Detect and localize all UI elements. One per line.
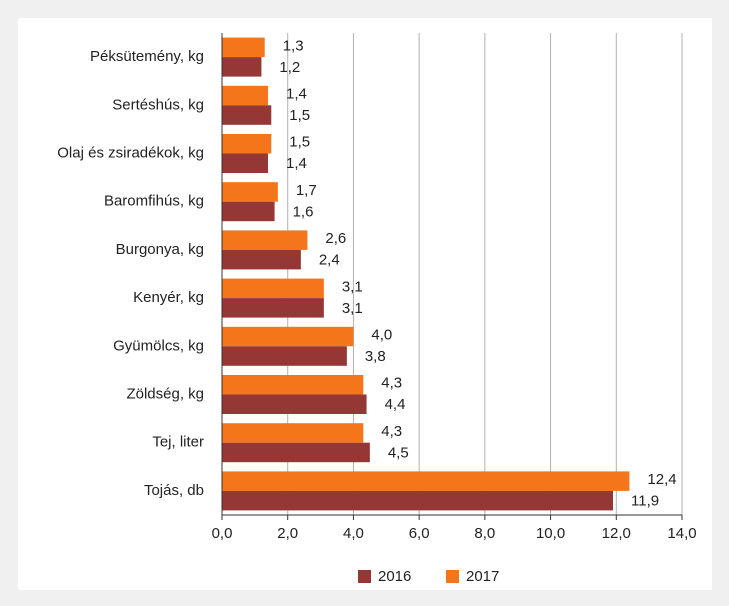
y-tick-label: Olaj és zsiradékok, kg [57,144,204,161]
x-tick-label: 12,0 [602,525,631,542]
bar [222,57,262,77]
y-tick-label: Tojás, db [144,482,204,499]
data-label: 12,4 [647,471,676,488]
bar [222,230,308,250]
y-tick-label: Péksütemény, kg [90,48,204,65]
data-label: 3,1 [342,300,363,317]
data-label: 1,6 [293,203,314,220]
data-label: 1,4 [286,155,307,172]
bar [222,105,272,125]
y-tick-label: Tej, liter [152,434,204,451]
x-tick-label: 14,0 [667,525,696,542]
y-tick-label: Kenyér, kg [133,289,204,306]
x-tick-label: 10,0 [536,525,565,542]
bar [222,375,364,395]
bar [222,37,265,58]
bar [222,85,268,106]
legend-swatch [358,570,371,583]
bar [222,346,347,366]
data-label: 4,4 [385,396,406,413]
y-tick-label: Sertéshús, kg [112,96,204,113]
data-label: 4,3 [381,375,402,392]
bar [222,442,370,463]
bar [222,182,278,202]
bar [222,201,275,222]
x-tick-label: 2,0 [277,525,298,542]
data-label: 1,7 [296,182,317,199]
data-label: 11,9 [631,493,659,510]
x-tick-label: 4,0 [343,525,364,542]
legend-label: 2016 [378,568,411,585]
bar [222,471,630,491]
data-label: 1,5 [289,134,310,151]
legend-swatch [446,570,459,583]
bar [222,490,613,511]
legend-label: 2017 [466,568,499,585]
data-label: 3,1 [342,278,363,295]
y-tick-label: Zöldség, kg [126,385,204,402]
bar [222,394,367,414]
data-label: 2,4 [319,252,340,269]
data-label: 1,4 [286,86,307,103]
bar [222,249,301,270]
bar [222,278,324,299]
data-label: 3,8 [365,348,386,365]
data-label: 1,2 [279,59,300,76]
x-tick-label: 6,0 [409,525,430,542]
x-tick-label: 0,0 [212,525,233,542]
bar [222,134,272,154]
y-tick-label: Burgonya, kg [116,241,204,258]
x-tick-label: 8,0 [474,525,495,542]
bar [222,298,324,318]
data-label: 4,5 [388,444,409,461]
data-label: 2,6 [325,230,346,247]
bar [222,326,354,347]
data-label: 4,3 [381,423,402,440]
bar [222,423,364,443]
data-label: 1,3 [283,37,304,54]
data-label: 4,0 [371,327,392,344]
y-tick-label: Baromfihús, kg [104,193,204,210]
data-label: 1,5 [289,107,310,124]
y-tick-label: Gyümölcs, kg [113,337,204,354]
bar [222,153,268,173]
